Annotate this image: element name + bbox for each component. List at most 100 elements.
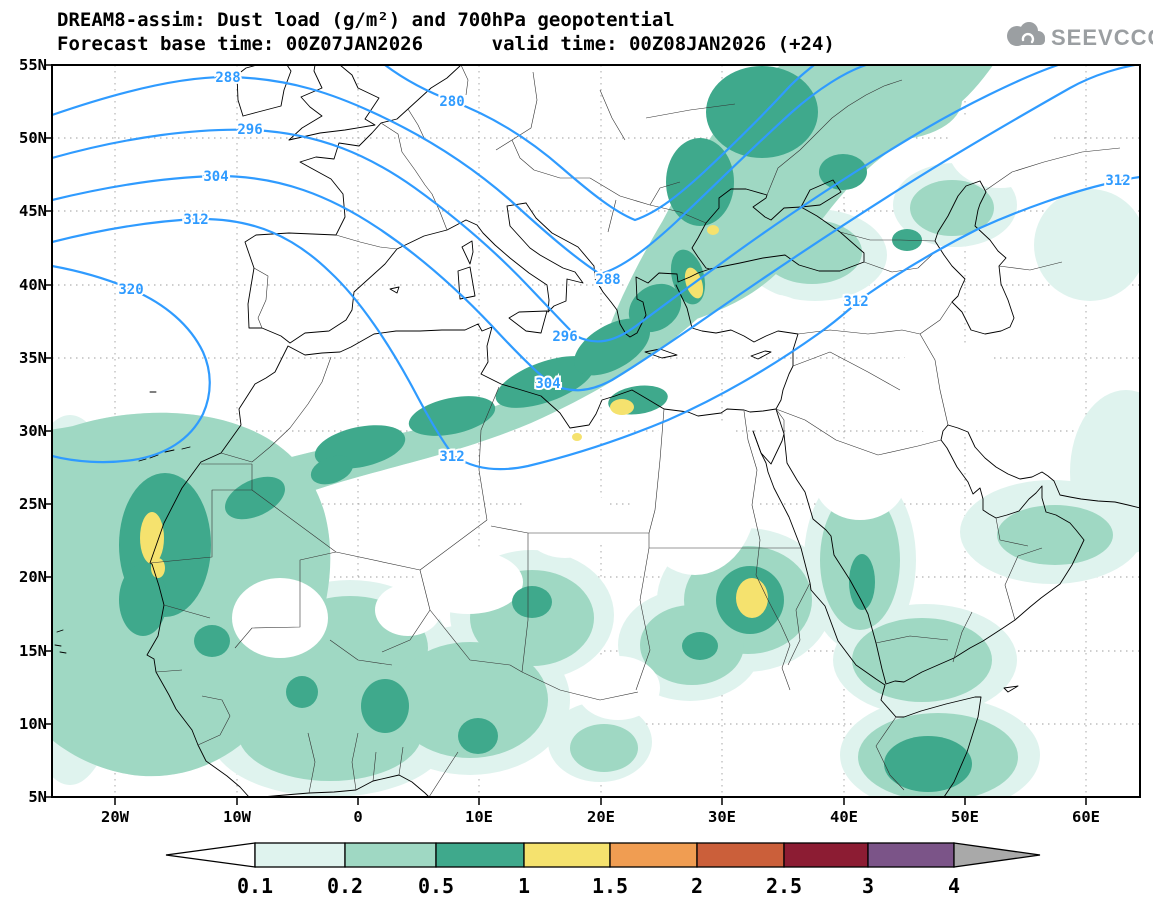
coastline-path	[244, 219, 467, 344]
geopotential-contours	[52, 65, 1140, 471]
coastline-path	[389, 286, 400, 294]
lon-label: 40E	[830, 808, 858, 826]
colorbar-segment	[783, 842, 869, 868]
lon-label: 20W	[101, 808, 130, 826]
colorbar-labels: 0.1 0.2 0.5 1 1.5 2 2.5 3 4	[237, 874, 960, 898]
colorbar-label: 1	[518, 874, 530, 898]
contour-label: 288	[215, 70, 240, 86]
dust-level-1	[140, 225, 768, 618]
lat-label: 25N	[19, 495, 47, 513]
coastline-path	[783, 424, 1085, 685]
colorbar-label: 0.5	[418, 874, 454, 898]
contour-label: 296	[552, 329, 577, 345]
coastlines	[54, 65, 1140, 797]
seevccc-logo: SEEVCCC	[1001, 16, 1153, 58]
colorbar-segment	[696, 842, 785, 868]
coastline-path	[288, 65, 380, 141]
coastline-path	[457, 266, 476, 300]
colorbar-label: 4	[948, 874, 960, 898]
contour-288	[52, 65, 868, 276]
chart-subtitle: Forecast base time: 00Z07JAN2026 valid t…	[57, 33, 835, 55]
lon-label: 30E	[708, 808, 736, 826]
contour-312	[52, 175, 1140, 471]
lat-label: 40N	[19, 276, 47, 294]
colorbar-segment	[867, 842, 955, 868]
colorbar-label: 0.2	[327, 874, 363, 898]
colorbar-label: 2	[691, 874, 703, 898]
lat-label: 55N	[19, 56, 47, 74]
coastline-path	[465, 202, 584, 313]
lat-label: 50N	[19, 129, 47, 147]
islands-path	[54, 391, 191, 654]
coastline-path	[236, 65, 258, 117]
colorbar-segment	[609, 842, 698, 868]
coastline-path	[461, 240, 474, 265]
chart-title: DREAM8-assim: Dust load (g/m²) and 700hP…	[57, 9, 675, 31]
coastline-path	[288, 65, 323, 141]
map-frame	[44, 64, 1141, 805]
coastline-path	[508, 310, 548, 334]
contour-label: 304	[203, 169, 228, 185]
coastline-path	[1003, 685, 1019, 693]
contour-label: 304	[535, 376, 560, 392]
colorbar-segment	[254, 842, 346, 868]
coastline-path	[947, 424, 1140, 509]
coastline-path	[752, 430, 982, 797]
cloud-icon	[1007, 22, 1045, 46]
contour-280	[383, 65, 816, 222]
dust-shading	[52, 65, 1140, 797]
coastline-path	[525, 202, 711, 338]
contour-label: 296	[237, 122, 262, 138]
borders-europe	[253, 65, 903, 329]
contour-label: 312	[439, 449, 464, 465]
lon-label: 10E	[465, 808, 493, 826]
lon-label: 10W	[223, 808, 252, 826]
contour-296	[52, 65, 1060, 343]
coastline-path	[299, 65, 462, 236]
lon-label: 50E	[951, 808, 979, 826]
lat-label: 35N	[19, 349, 47, 367]
lon-label: 60E	[1072, 808, 1100, 826]
colorbar-segment	[523, 842, 611, 868]
coastline-path	[242, 65, 292, 117]
lat-label: 30N	[19, 422, 47, 440]
contour-label: 312	[1105, 173, 1130, 189]
colorbar-label: 1.5	[592, 874, 628, 898]
contour-label: 288	[595, 272, 620, 288]
contour-label: 320	[118, 282, 143, 298]
x-axis-labels: 20W 10W 0 10E 20E 30E 40E 50E 60E	[101, 808, 1100, 826]
contour-label: 312	[843, 294, 868, 310]
colorbar-segment	[344, 842, 437, 868]
contour-320	[52, 264, 211, 464]
colorbar	[165, 842, 1041, 868]
lat-label: 5N	[28, 788, 47, 806]
axis-ticks	[44, 64, 1087, 805]
lon-label: 20E	[587, 808, 615, 826]
colorbar-label: 3	[862, 874, 874, 898]
lat-label: 15N	[19, 642, 47, 660]
lat-label: 10N	[19, 715, 47, 733]
logo-text: SEEVCCC	[1051, 25, 1153, 50]
geopotential-contour-labels: 288 280 296 304 312 320 288 296 304 312 …	[116, 68, 1132, 467]
y-axis-labels: 55N 50N 45N 40N 35N 30N 25N 20N 15N 10N …	[19, 56, 47, 806]
colorbar-over-arrow	[953, 842, 1041, 868]
lat-label: 45N	[19, 202, 47, 220]
coastline-path	[146, 284, 799, 797]
coastline-path	[934, 180, 1015, 335]
coastline-path	[750, 350, 772, 360]
colorbar-segment	[435, 842, 525, 868]
lat-label: 20N	[19, 568, 47, 586]
coastline-path	[644, 348, 678, 359]
contour-label: 280	[439, 94, 464, 110]
colorbar-under-arrow	[165, 842, 256, 868]
coastline-path	[691, 188, 802, 270]
colorbar-label: 0.1	[237, 874, 273, 898]
coastline-path	[752, 408, 785, 465]
borders-africa	[149, 356, 905, 797]
contour-label: 312	[183, 212, 208, 228]
contour-304	[52, 65, 1140, 392]
coastline-path	[261, 774, 430, 797]
dust-clear-gaps	[232, 108, 1052, 720]
